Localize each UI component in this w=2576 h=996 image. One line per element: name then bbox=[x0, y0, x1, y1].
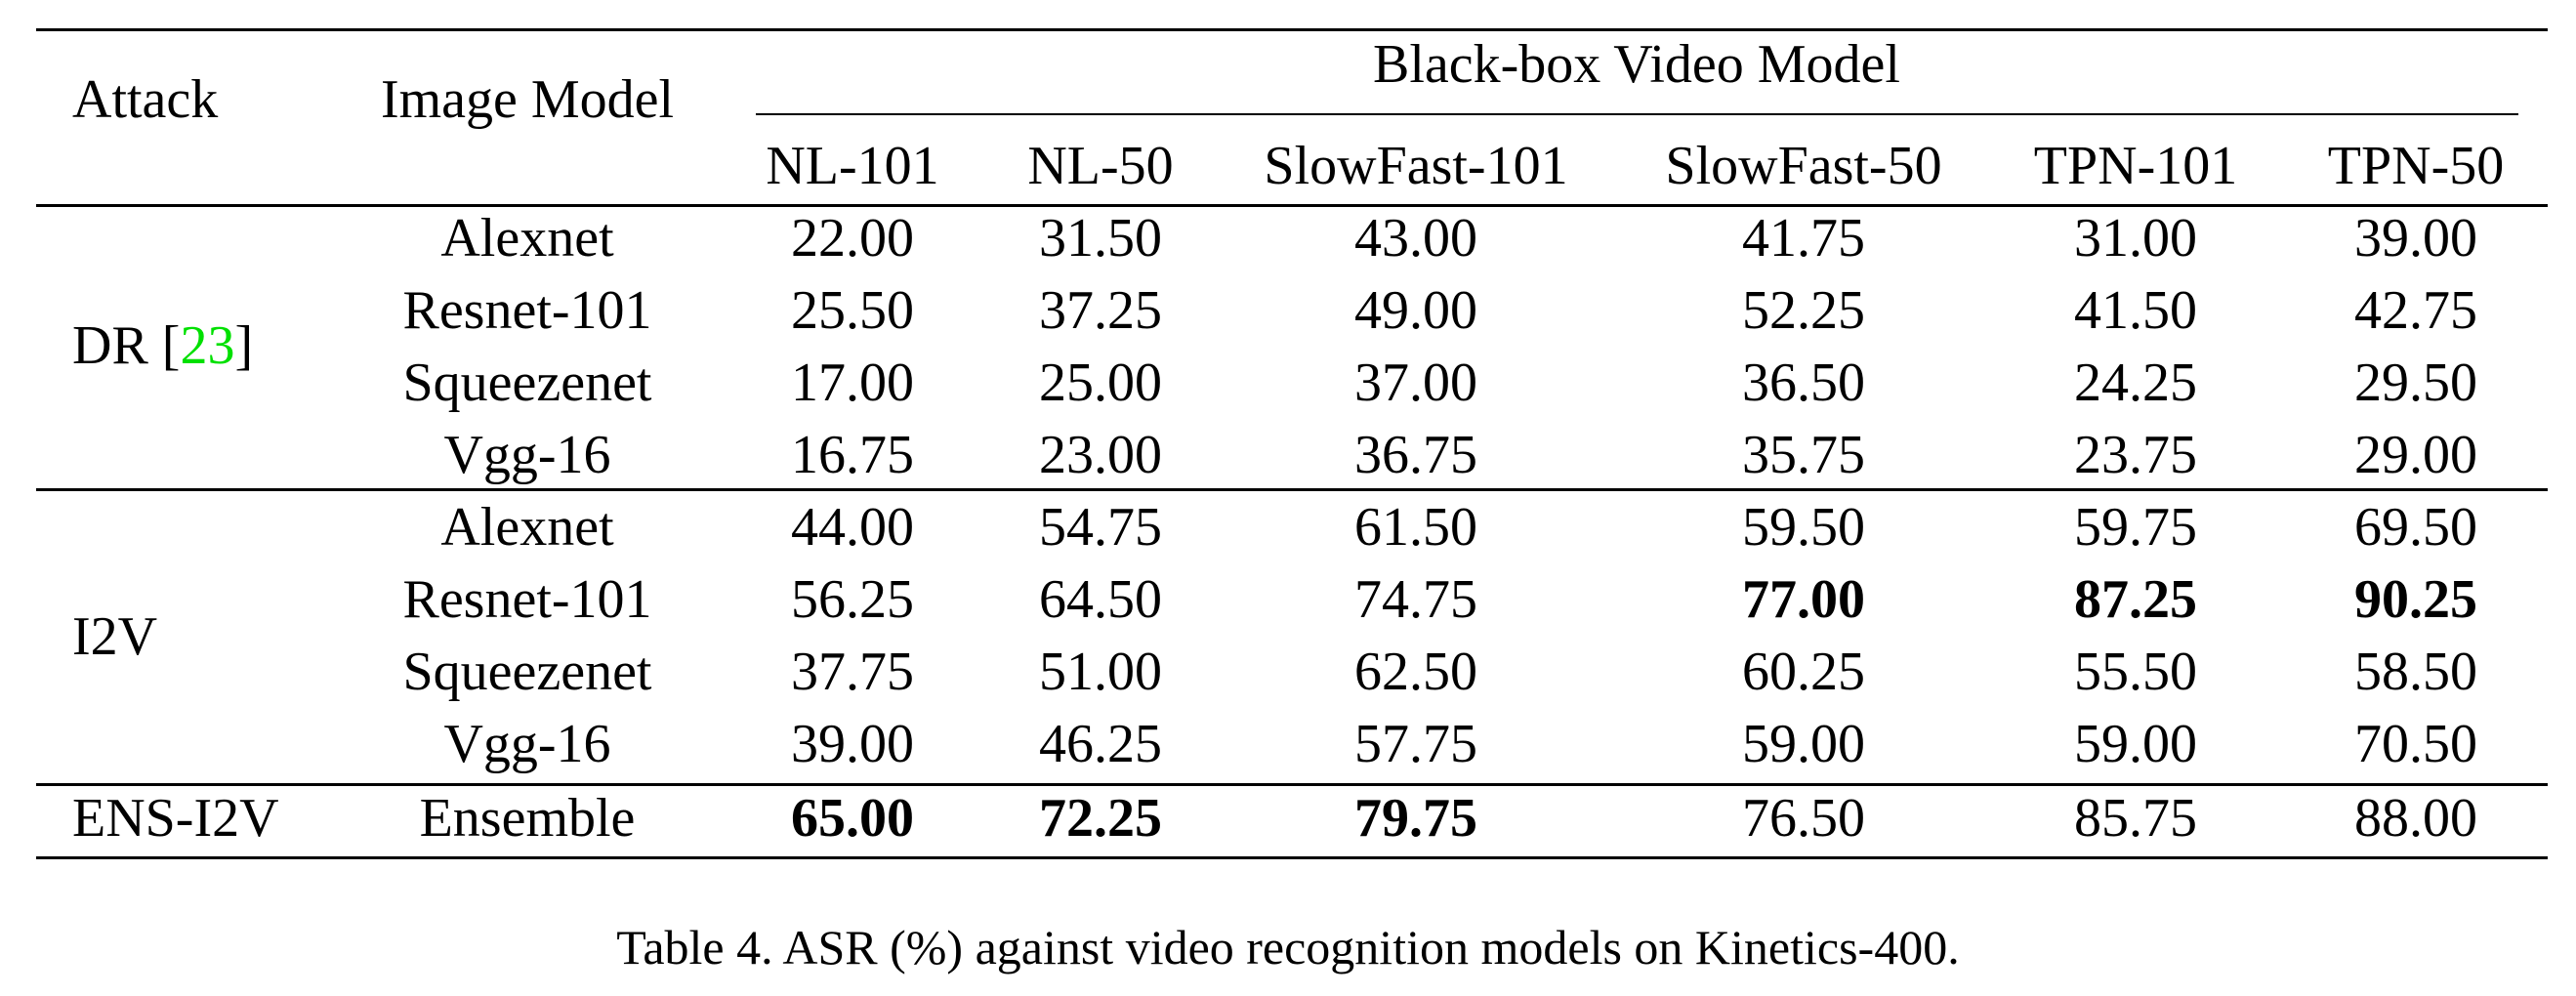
value-cell: 29.50 bbox=[2354, 353, 2477, 413]
attack-label-ens-i2v: ENS-I2V bbox=[72, 788, 279, 849]
image-model-cell: Alexnet bbox=[440, 208, 614, 269]
value-cell: 36.75 bbox=[1354, 425, 1477, 485]
header-col-nl50: NL-50 bbox=[1027, 136, 1174, 196]
value-cell: 76.50 bbox=[1742, 788, 1865, 849]
value-cell: 16.75 bbox=[791, 425, 914, 485]
value-cell: 57.75 bbox=[1354, 714, 1477, 774]
value-cell: 59.50 bbox=[1742, 497, 1865, 558]
value-cell: 41.75 bbox=[1742, 208, 1865, 269]
value-cell: 17.00 bbox=[791, 353, 914, 413]
header-col-slowfast101: SlowFast-101 bbox=[1264, 136, 1568, 196]
value-cell: 59.00 bbox=[1742, 714, 1865, 774]
value-cell: 25.50 bbox=[791, 280, 914, 341]
image-model-cell: Vgg-16 bbox=[443, 714, 611, 774]
attack-label-i2v: I2V bbox=[72, 606, 158, 667]
value-cell: 69.50 bbox=[2354, 497, 2477, 558]
value-cell: 58.50 bbox=[2354, 642, 2477, 702]
value-cell: 60.25 bbox=[1742, 642, 1865, 702]
value-cell: 36.50 bbox=[1742, 353, 1865, 413]
top-rule bbox=[36, 28, 2548, 31]
value-cell: 29.00 bbox=[2354, 425, 2477, 485]
header-col-nl101: NL-101 bbox=[766, 136, 939, 196]
value-cell: 72.25 bbox=[1039, 788, 1162, 849]
value-cell: 23.75 bbox=[2074, 425, 2197, 485]
image-model-cell: Resnet-101 bbox=[402, 569, 652, 630]
value-cell: 61.50 bbox=[1354, 497, 1477, 558]
value-cell: 49.00 bbox=[1354, 280, 1477, 341]
value-cell: 62.50 bbox=[1354, 642, 1477, 702]
value-cell: 59.75 bbox=[2074, 497, 2197, 558]
value-cell: 52.25 bbox=[1742, 280, 1865, 341]
value-cell: 87.25 bbox=[2074, 569, 2197, 630]
value-cell: 37.75 bbox=[791, 642, 914, 702]
value-cell: 51.00 bbox=[1039, 642, 1162, 702]
header-col-tpn50: TPN-50 bbox=[2327, 136, 2505, 196]
value-cell: 43.00 bbox=[1354, 208, 1477, 269]
value-cell: 42.75 bbox=[2354, 280, 2477, 341]
image-model-cell: Alexnet bbox=[440, 497, 614, 558]
value-cell: 88.00 bbox=[2354, 788, 2477, 849]
value-cell: 41.50 bbox=[2074, 280, 2197, 341]
table-caption: Table 4. ASR (%) against video recogniti… bbox=[616, 920, 1960, 975]
value-cell: 25.00 bbox=[1039, 353, 1162, 413]
value-cell: 85.75 bbox=[2074, 788, 2197, 849]
image-model-cell: Vgg-16 bbox=[443, 425, 611, 485]
attack-label-dr: DR [23] bbox=[72, 318, 253, 373]
image-model-cell: Ensemble bbox=[419, 788, 636, 849]
value-cell: 55.50 bbox=[2074, 642, 2197, 702]
header-col-slowfast50: SlowFast-50 bbox=[1665, 136, 1942, 196]
value-cell: 37.00 bbox=[1354, 353, 1477, 413]
value-cell: 79.75 bbox=[1354, 788, 1477, 849]
image-model-cell: Squeezenet bbox=[402, 353, 652, 413]
header-rule bbox=[36, 204, 2548, 207]
header-group-black-box: Black-box Video Model bbox=[1373, 34, 1900, 95]
value-cell: 54.75 bbox=[1039, 497, 1162, 558]
header-image-model: Image Model bbox=[380, 69, 675, 130]
header-col-tpn101: TPN-101 bbox=[2033, 136, 2238, 196]
group-rule-2 bbox=[36, 783, 2548, 786]
image-model-cell: Resnet-101 bbox=[402, 280, 652, 341]
value-cell: 70.50 bbox=[2354, 714, 2477, 774]
value-cell: 24.25 bbox=[2074, 353, 2197, 413]
bottom-rule bbox=[36, 856, 2548, 859]
value-cell: 44.00 bbox=[791, 497, 914, 558]
citation-link[interactable]: 23 bbox=[180, 315, 235, 376]
value-cell: 23.00 bbox=[1039, 425, 1162, 485]
value-cell: 65.00 bbox=[791, 788, 914, 849]
value-cell: 37.25 bbox=[1039, 280, 1162, 341]
value-cell: 31.00 bbox=[2074, 208, 2197, 269]
value-cell: 39.00 bbox=[2354, 208, 2477, 269]
header-attack: Attack bbox=[72, 69, 219, 130]
value-cell: 77.00 bbox=[1742, 569, 1865, 630]
value-cell: 35.75 bbox=[1742, 425, 1865, 485]
value-cell: 46.25 bbox=[1039, 714, 1162, 774]
group-cmidrule bbox=[756, 113, 2518, 115]
value-cell: 31.50 bbox=[1039, 208, 1162, 269]
value-cell: 56.25 bbox=[791, 569, 914, 630]
image-model-cell: Squeezenet bbox=[402, 642, 652, 702]
attack-bracket: ] bbox=[234, 315, 254, 376]
group-rule-1 bbox=[36, 488, 2548, 491]
value-cell: 74.75 bbox=[1354, 569, 1477, 630]
value-cell: 59.00 bbox=[2074, 714, 2197, 774]
attack-name: DR [ bbox=[72, 315, 181, 376]
value-cell: 22.00 bbox=[791, 208, 914, 269]
value-cell: 64.50 bbox=[1039, 569, 1162, 630]
value-cell: 90.25 bbox=[2354, 569, 2477, 630]
value-cell: 39.00 bbox=[791, 714, 914, 774]
